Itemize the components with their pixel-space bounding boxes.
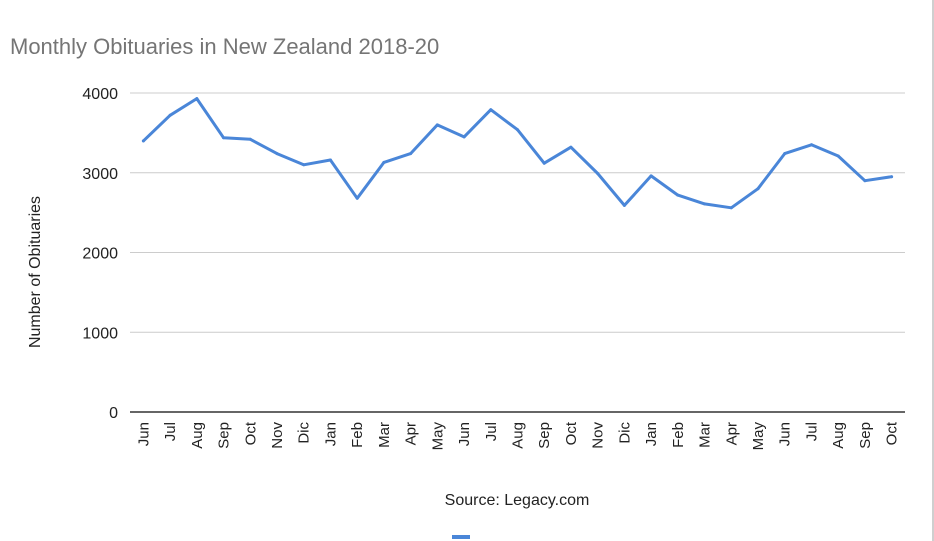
y-axis-label: Number of Obituaries [27,196,44,348]
x-tick-label: Oct [563,421,580,445]
x-tick-label: Jul [162,422,179,441]
series-group [141,97,894,210]
x-tick-label: Jun [456,422,473,446]
data-point [516,128,519,132]
data-point [703,202,707,206]
data-point [649,174,653,178]
x-tick-labels: Jun Jul Aug Sep Oct Nov Dic Jan Feb Mar Apr May Jun J… [135,421,900,450]
x-tick-label: Nov [269,422,286,449]
y-tick-label: 4000 [82,86,118,103]
data-point [195,97,199,101]
x-tick-label: Feb [670,422,687,448]
y-tick-label: 0 [109,405,118,422]
data-point [596,172,600,175]
x-tick-label: Aug [830,422,847,449]
x-tick-label: Dic [296,422,313,444]
data-point [810,143,813,147]
x-tick-label: May [750,422,767,451]
data-point [168,113,172,117]
x-tick-label: Apr [403,422,420,445]
x-tick-label: Sep [216,422,233,449]
data-point [489,108,493,112]
data-point [328,158,332,162]
data-point [222,136,225,140]
x-tick-label: Apr [723,422,740,445]
data-point [409,152,413,156]
x-tick-label: Jul [483,422,500,441]
data-point [141,139,145,143]
x-axis-label: Source: Legacy.com [445,492,590,509]
y-tick-label: 1000 [82,325,118,342]
chart-title: Monthly Obituaries in New Zealand 2018-2… [10,34,439,59]
series-line [141,97,894,210]
data-point [248,137,252,141]
y-tick-labels: 0 1000 2000 3000 4000 [82,86,118,422]
data-point [435,123,439,127]
data-point [863,179,867,183]
x-tick-label: Aug [189,422,206,449]
data-point [275,152,279,156]
data-point [542,161,546,165]
x-tick-label: May [429,422,446,451]
data-point [382,160,386,164]
data-point [569,145,573,149]
x-tick-label: Oct [242,421,259,445]
x-tick-label: Jan [322,422,339,446]
y-tick-label: 3000 [82,166,118,183]
data-point [462,135,466,139]
data-point [302,163,306,167]
data-point [783,152,787,156]
data-point [355,196,359,200]
x-tick-label: Jul [803,422,820,441]
y-tick-label: 2000 [82,246,118,263]
data-point [622,203,626,207]
legend-swatch [452,535,470,539]
data-point [729,206,733,210]
x-tick-label: Sep [857,422,874,449]
data-point [756,187,760,191]
gridlines [130,92,905,413]
x-tick-label: Feb [349,422,366,448]
data-point [676,193,680,197]
data-point [836,154,840,158]
x-tick-label: Dic [616,422,633,444]
x-tick-label: Nov [590,422,607,449]
frame-edge [932,0,934,541]
x-tick-label: Jun [135,422,152,446]
x-tick-label: Jun [777,422,794,446]
data-point [890,175,894,179]
x-tick-label: Jan [643,422,660,446]
x-tick-label: Oct [884,421,901,445]
x-tick-label: Aug [510,422,527,449]
x-tick-label: Sep [536,422,553,449]
x-tick-label: Mar [376,422,393,448]
x-tick-label: Mar [697,422,714,448]
